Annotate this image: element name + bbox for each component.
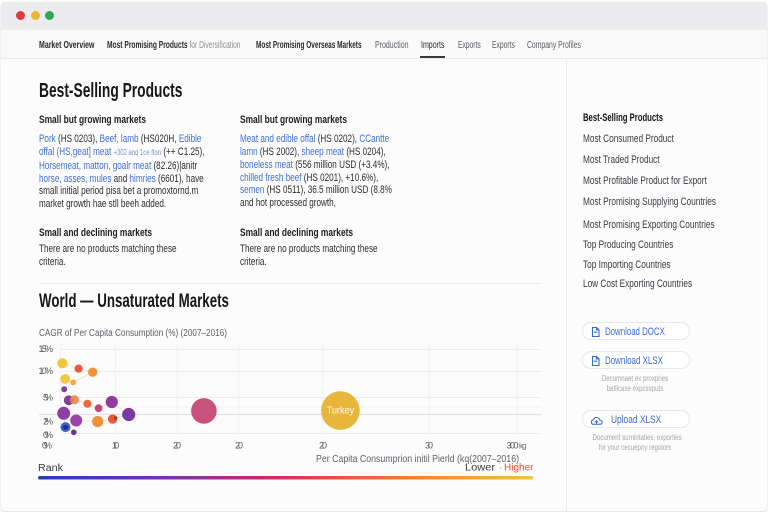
svg-text:20: 20 bbox=[319, 441, 327, 451]
svg-text:15%: 15% bbox=[39, 344, 54, 354]
svg-text:CAGR of Per Capita Consumption: CAGR of Per Capita Consumption (%) (2007… bbox=[39, 328, 227, 339]
svg-text:Rank: Rank bbox=[38, 463, 64, 474]
svg-text:20: 20 bbox=[235, 441, 243, 451]
svg-text:0%: 0% bbox=[42, 441, 52, 451]
svg-text:2%: 2% bbox=[43, 417, 53, 427]
svg-text:10%: 10% bbox=[39, 366, 54, 376]
svg-text:300: 300 bbox=[507, 441, 519, 451]
svg-text:5%: 5% bbox=[43, 393, 53, 403]
svg-text:30: 30 bbox=[425, 441, 433, 451]
svg-text:·: · bbox=[499, 463, 502, 474]
svg-text:Lower: Lower bbox=[465, 463, 496, 474]
svg-text:Turkey: Turkey bbox=[327, 406, 355, 417]
svg-text:kg: kg bbox=[519, 442, 527, 451]
svg-text:10: 10 bbox=[112, 441, 120, 451]
svg-text:0%: 0% bbox=[43, 430, 53, 440]
svg-text:Per Capita Consumprion initil: Per Capita Consumprion initil Pierld (kq… bbox=[316, 454, 519, 465]
svg-text:Higher: Higher bbox=[504, 463, 534, 474]
svg-text:20: 20 bbox=[173, 441, 181, 451]
